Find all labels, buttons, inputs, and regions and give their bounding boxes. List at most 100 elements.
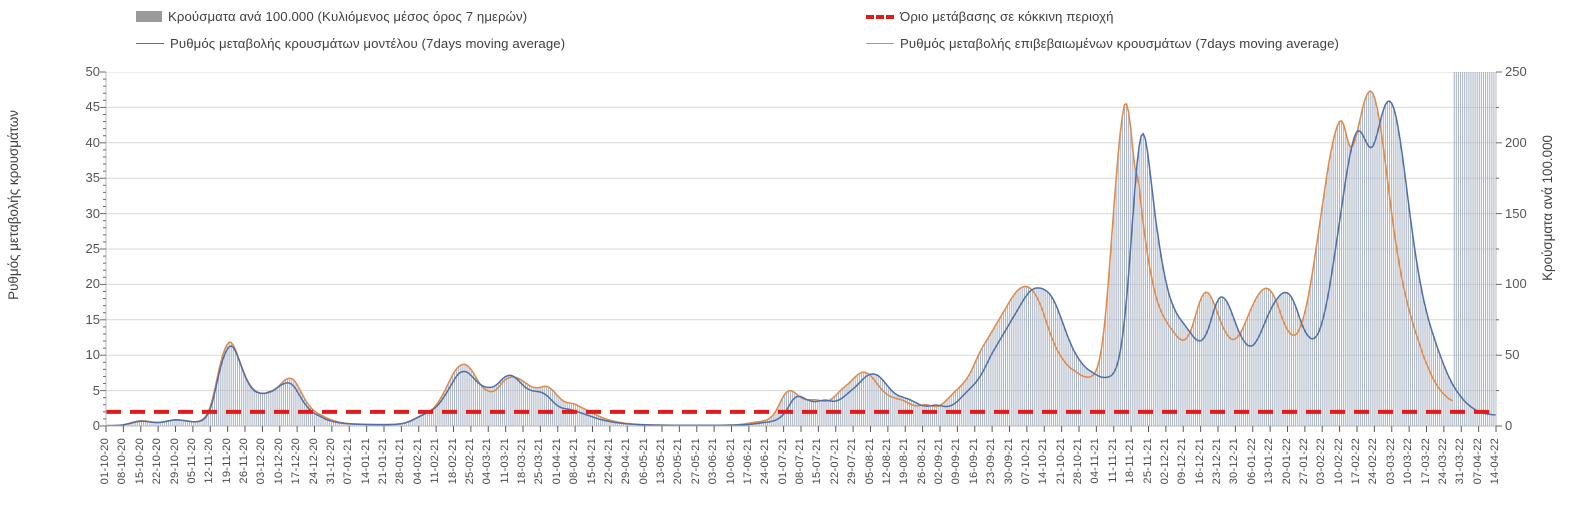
y-axis-right-tick-label: 0 bbox=[1505, 418, 1513, 433]
x-axis-tick-label: 21-01-21 bbox=[377, 438, 389, 485]
x-axis-tick-label: 13-01-22 bbox=[1263, 438, 1276, 485]
x-axis-tick-label: 25-03-21 bbox=[533, 438, 546, 485]
x-axis-tick-label: 22-10-20 bbox=[151, 438, 164, 485]
x-axis-tick-label: 01-10-20 bbox=[99, 438, 111, 485]
y-axis-left-tick-label: 0 bbox=[92, 418, 100, 433]
y-axis-right-title: Κρούσματα ανά 100.000 bbox=[1540, 135, 1555, 281]
model-rate-line bbox=[106, 100, 1496, 426]
bar-swatch-icon bbox=[136, 11, 162, 22]
legend-label-confirmed-rate: Ρυθμός μεταβολής επιβεβαιωμένων κρουσμάτ… bbox=[900, 36, 1340, 51]
x-axis-tick-label: 14-10-21 bbox=[1037, 438, 1050, 485]
confirmed-rate-line bbox=[106, 90, 1453, 426]
x-axis-tick-label: 24-03-22 bbox=[1436, 438, 1449, 485]
x-axis-tick-label: 18-02-21 bbox=[446, 438, 459, 485]
x-axis-tick-label: 12-11-20 bbox=[203, 438, 216, 484]
dashed-line-swatch-icon bbox=[866, 14, 894, 19]
legend-item-confirmed-rate[interactable]: Ρυθμός μεταβολής επιβεβαιωμένων κρουσμάτ… bbox=[866, 36, 1339, 51]
x-axis-tick-label: 28-10-21 bbox=[1072, 438, 1084, 485]
x-axis-tick-label: 08-10-20 bbox=[116, 438, 129, 485]
x-axis-tick-label: 18-03-21 bbox=[516, 438, 528, 485]
x-axis-tick-label: 16-09-21 bbox=[967, 438, 980, 485]
line-swatch-orange-icon bbox=[866, 43, 894, 44]
x-axis-tick-label: 09-09-21 bbox=[950, 438, 963, 485]
x-axis-tick-label: 04-03-21 bbox=[481, 438, 494, 485]
legend-label-model-rate: Ρυθμός μεταβολής κρουσμάτων μοντέλου (7d… bbox=[170, 36, 566, 51]
plot-area bbox=[106, 72, 1496, 426]
x-axis-tick-label: 04-02-21 bbox=[411, 438, 424, 485]
x-axis-tick-label: 14-04-22 bbox=[1489, 438, 1501, 485]
x-axis-tick-label: 29-04-21 bbox=[620, 438, 633, 485]
y-axis-left-tick-label: 30 bbox=[85, 205, 100, 221]
x-axis-tick-label: 15-07-21 bbox=[811, 438, 824, 485]
x-axis-tick-label: 20-05-21 bbox=[672, 438, 685, 485]
x-axis-tick-label: 30-12-21 bbox=[1228, 438, 1241, 485]
y-axis-right-tick-label: 250 bbox=[1505, 64, 1527, 79]
x-axis-tick-label: 24-06-21 bbox=[759, 438, 772, 485]
x-axis-tick-label: 30-09-21 bbox=[1002, 438, 1015, 485]
x-axis-tick-label: 07-10-21 bbox=[1019, 438, 1032, 485]
legend-item-red-threshold[interactable]: Όριο μετάβασης σε κόκκινη περιοχή bbox=[866, 9, 1114, 24]
x-axis-tick-label: 26-08-21 bbox=[915, 438, 928, 485]
x-axis-tick-label: 31-12-20 bbox=[324, 438, 337, 485]
y-axis-left-tick-label: 15 bbox=[85, 311, 100, 327]
x-axis-tick-label: 09-12-21 bbox=[1176, 438, 1189, 485]
x-axis-tick-label: 01-07-21 bbox=[776, 438, 789, 485]
legend-item-cases-bars[interactable]: Κρούσματα ανά 100.000 (Κυλιόμενος μέσος … bbox=[136, 9, 527, 24]
x-axis-tick-label: 07-01-21 bbox=[342, 438, 355, 485]
y-axis-right-tick-label: 100 bbox=[1505, 276, 1527, 292]
x-axis-tick-label: 05-08-21 bbox=[863, 438, 876, 485]
x-axis-tick-label: 25-02-21 bbox=[463, 438, 476, 485]
x-axis-tick-label: 27-05-21 bbox=[689, 438, 702, 485]
x-axis-tick-label: 29-10-20 bbox=[168, 438, 181, 485]
x-axis-tick-label: 22-07-21 bbox=[828, 438, 841, 485]
x-axis-tick-label: 17-06-21 bbox=[741, 438, 754, 485]
x-axis-tick-label: 23-09-21 bbox=[985, 438, 998, 485]
x-axis-tick-label: 02-09-21 bbox=[933, 438, 945, 485]
x-axis-tick-label: 16-12-21 bbox=[1193, 438, 1206, 485]
x-axis-tick-label: 11-03-21 bbox=[498, 438, 511, 484]
y-axis-right-tick-label: 50 bbox=[1505, 347, 1520, 363]
x-axis-tick-label: 11-02-21 bbox=[429, 438, 442, 484]
y-axis-left-tick-label: 25 bbox=[85, 241, 100, 256]
x-axis-tick-label: 11-11-21 bbox=[1106, 438, 1119, 483]
x-axis-tick-label: 13-05-21 bbox=[655, 438, 667, 485]
x-axis-tick-label: 26-11-20 bbox=[238, 438, 250, 484]
x-axis-tick-label: 24-02-22 bbox=[1367, 438, 1380, 485]
x-axis-tick-label: 04-11-21 bbox=[1089, 438, 1102, 484]
y-axis-left-tick-label: 10 bbox=[85, 347, 100, 363]
x-axis-tick-label: 14-01-21 bbox=[359, 438, 372, 485]
x-axis-tick-label: 18-11-21 bbox=[1124, 438, 1137, 484]
x-axis-tick-label: 15-04-21 bbox=[585, 438, 598, 485]
legend-label-red-threshold: Όριο μετάβασης σε κόκκινη περιοχή bbox=[900, 9, 1114, 24]
legend-label-cases-bars: Κρούσματα ανά 100.000 (Κυλιόμενος μέσος … bbox=[168, 9, 528, 24]
x-axis-tick-label: 23-12-21 bbox=[1211, 438, 1223, 485]
x-axis-tick-label: 22-04-21 bbox=[602, 438, 615, 485]
y-axis-left-tick-label: 40 bbox=[85, 134, 100, 150]
x-axis-tick-label: 08-04-21 bbox=[568, 438, 581, 485]
y-axis-left-tick-label: 45 bbox=[85, 99, 100, 115]
x-axis-tick-label: 20-01-22 bbox=[1280, 438, 1293, 485]
x-axis-tick-label: 19-08-21 bbox=[898, 438, 911, 485]
y-axis-left-tick-label: 20 bbox=[85, 276, 100, 292]
x-axis-tick-label: 03-03-22 bbox=[1384, 438, 1397, 485]
x-axis-tick-label: 12-08-21 bbox=[880, 438, 893, 485]
x-axis-tick-label: 03-12-20 bbox=[255, 438, 268, 485]
x-axis-tick-label: 05-11-20 bbox=[185, 438, 198, 484]
y-axis-left-title: Ρυθμός μεταβολής κρουσμάτων bbox=[6, 110, 21, 300]
x-axis-tick-label: 27-01-22 bbox=[1297, 438, 1310, 485]
x-axis-tick-label: 17-03-22 bbox=[1419, 438, 1432, 485]
legend-item-model-rate[interactable]: Ρυθμός μεταβολής κρουσμάτων μοντέλου (7d… bbox=[136, 36, 565, 51]
x-axis-tick-label: 29-07-21 bbox=[846, 438, 859, 485]
x-axis-tick-label: 07-04-22 bbox=[1471, 438, 1484, 485]
x-axis-tick-label: 17-12-20 bbox=[290, 438, 303, 485]
y-axis-left-tick-label: 50 bbox=[85, 64, 100, 79]
y-axis-left-tick-label: 5 bbox=[92, 382, 100, 398]
line-swatch-icon bbox=[136, 43, 164, 44]
x-axis-tick-label: 19-11-20 bbox=[220, 438, 233, 484]
y-axis-right-tick-label: 150 bbox=[1505, 205, 1527, 221]
x-axis-tick-label: 06-01-22 bbox=[1245, 438, 1258, 485]
x-axis-tick-label: 10-06-21 bbox=[724, 438, 737, 485]
x-axis-tick-label: 10-02-22 bbox=[1332, 438, 1345, 485]
x-axis-tick-label: 15-10-20 bbox=[133, 438, 146, 485]
